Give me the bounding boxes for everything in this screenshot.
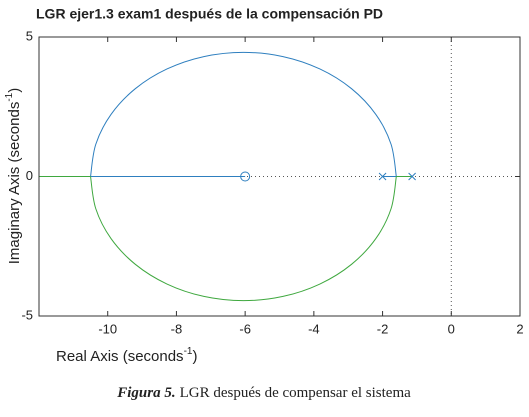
locus-branch xyxy=(90,176,397,302)
x-label-text: Real Axis (seconds xyxy=(56,348,184,365)
x-label-sup: -1 xyxy=(184,346,193,357)
y-label-close: ) xyxy=(6,88,23,93)
y-axis-label: Imaginary Axis (seconds-1) xyxy=(4,88,23,264)
y-tick-label: 0 xyxy=(26,168,33,183)
caption-text: LGR después de compensar el sistema xyxy=(180,385,412,401)
x-tick-label: -10 xyxy=(98,321,117,336)
x-tick-label: -2 xyxy=(377,321,389,336)
zero-marker xyxy=(240,171,251,182)
x-tick-label: -4 xyxy=(308,321,320,336)
chart-title: LGR ejer1.3 exam1 después de la compensa… xyxy=(36,6,383,22)
x-label-close: ) xyxy=(192,348,197,365)
pole-marker xyxy=(378,172,387,181)
y-tick-label: 5 xyxy=(26,28,33,43)
plot-frame xyxy=(38,36,521,317)
y-label-text: Imaginary Axis (seconds xyxy=(6,102,23,265)
x-tick-label: 2 xyxy=(516,321,523,336)
x-tick-label: -8 xyxy=(171,321,183,336)
x-axis-label: Real Axis (seconds-1) xyxy=(56,346,197,365)
x-tick-label: 0 xyxy=(448,321,455,336)
y-label-sup: -1 xyxy=(4,92,15,101)
locus-branch xyxy=(90,51,397,177)
x-tick-label: -6 xyxy=(239,321,251,336)
pole-marker xyxy=(408,172,416,181)
caption-label: Figura 5. xyxy=(116,385,175,401)
y-tick-label: -5 xyxy=(21,307,33,322)
caption: Figura 5. LGR después de compensar el sis… xyxy=(116,385,411,401)
